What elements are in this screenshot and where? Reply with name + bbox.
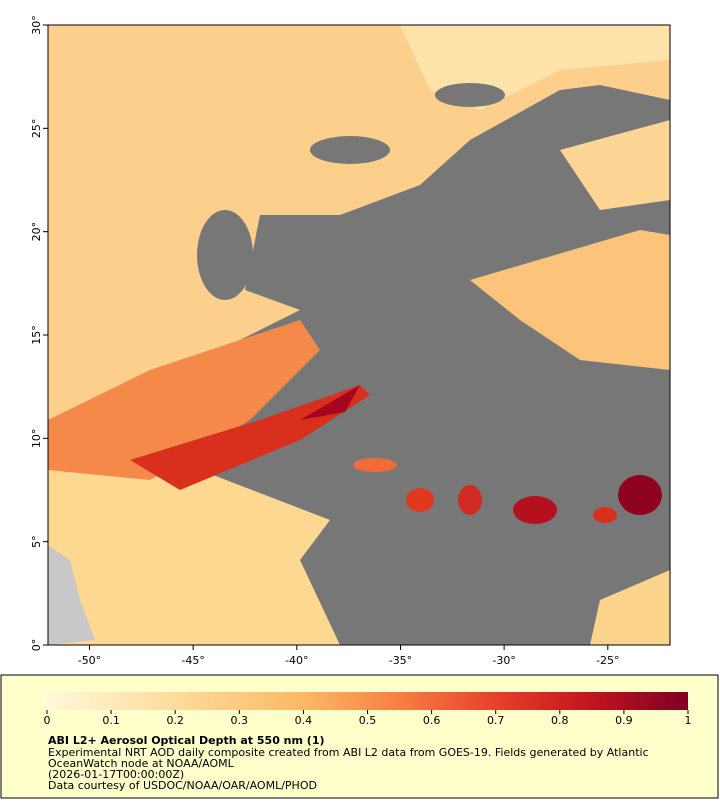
colorbar-tick-label: 0.6 (423, 714, 441, 727)
x-tick-label: -25° (596, 654, 619, 667)
x-tick-label: -50° (78, 654, 101, 667)
colorbar-tick-label: 0.4 (295, 714, 313, 727)
colorbar-tick-label: 0.3 (231, 714, 249, 727)
y-tick-label: 20° (30, 222, 43, 242)
y-tick-label: 0° (30, 639, 43, 652)
colorbar-tick-label: 0.8 (551, 714, 569, 727)
y-tick-label: 30° (30, 15, 43, 35)
legend-title: ABI L2+ Aerosol Optical Depth at 550 nm … (48, 734, 325, 747)
legend-line: Data courtesy of USDOC/NOAA/OAR/AOML/PHO… (48, 779, 317, 792)
y-tick-label: 15° (30, 325, 43, 345)
colorbar-ticks: 0 0.1 0.2 0.3 0.4 0.5 0.6 0.7 0.8 0.9 1 (44, 710, 692, 727)
colorbar-tick-label: 0.7 (487, 714, 505, 727)
colorbar (47, 692, 688, 710)
legend-line: OceanWatch node at NOAA/AOML (48, 757, 235, 770)
colorbar-tick-label: 0.5 (359, 714, 377, 727)
x-tick-label: -35° (389, 654, 412, 667)
x-tick-label: -45° (181, 654, 204, 667)
colorbar-tick-label: 0.1 (102, 714, 120, 727)
x-tick-label: -30° (492, 654, 515, 667)
x-tick-label: -40° (285, 654, 308, 667)
colorbar-tick-label: 0 (44, 714, 51, 727)
axes: -50° -45° -40° -35° -30° -25° 0° 5° 10° 15° 20° 25°… (30, 15, 620, 667)
map-image (48, 25, 670, 645)
legend-line: (2026-01-17T00:00:00Z) (48, 768, 184, 781)
colorbar-tick-label: 0.2 (166, 714, 184, 727)
colorbar-tick-label: 0.9 (615, 714, 633, 727)
y-tick-label: 25° (30, 119, 43, 139)
y-tick-label: 10° (30, 429, 43, 449)
legend-line: Experimental NRT AOD daily composite cre… (48, 746, 649, 759)
y-tick-label: 5° (30, 535, 43, 548)
colorbar-tick-label: 1 (685, 714, 692, 727)
